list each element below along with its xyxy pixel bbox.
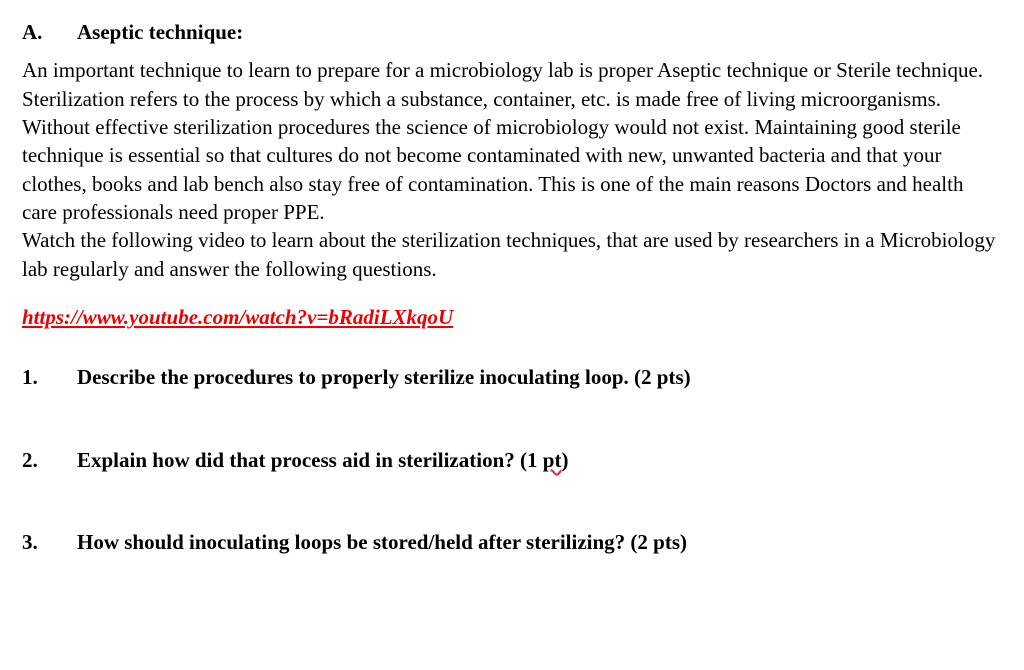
q2-post: ) <box>561 448 568 472</box>
question-number: 2. <box>22 446 77 474</box>
section-title: Aseptic technique: <box>77 20 243 44</box>
question-number: 3. <box>22 528 77 556</box>
question-text: How should inoculating loops be stored/h… <box>77 528 687 556</box>
section-header: A.Aseptic technique: <box>22 18 1002 46</box>
youtube-link[interactable]: https://www.youtube.com/watch?v=bRadiLXk… <box>22 303 1002 331</box>
question-text: Explain how did that process aid in ster… <box>77 446 568 474</box>
section-letter: A. <box>22 18 77 46</box>
question-number: 1. <box>22 363 77 391</box>
q2-wavy-word: pt <box>543 448 562 472</box>
paragraph-text-2: Watch the following video to learn about… <box>22 228 995 280</box>
question-text: Describe the procedures to properly ster… <box>77 363 691 391</box>
q2-pre: Explain how did that process aid in ster… <box>77 448 543 472</box>
question-1: 1. Describe the procedures to properly s… <box>22 363 1002 391</box>
paragraph-text-1: An important technique to learn to prepa… <box>22 58 983 224</box>
question-2: 2. Explain how did that process aid in s… <box>22 446 1002 474</box>
intro-paragraph: An important technique to learn to prepa… <box>22 56 1002 283</box>
question-3: 3. How should inoculating loops be store… <box>22 528 1002 556</box>
